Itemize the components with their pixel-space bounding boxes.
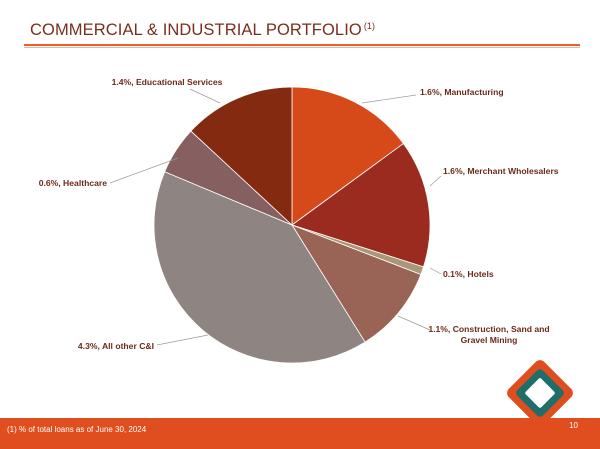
pie-chart: 1.6%, Manufacturing 1.6%, Merchant Wholes…	[39, 77, 559, 364]
page-title-text: COMMERCIAL & INDUSTRIAL PORTFOLIO	[30, 21, 362, 39]
pie-slice-educational-services	[190, 86, 293, 226]
leader-line-manufacturing	[361, 94, 417, 104]
leader-line-merchant-wholesalers	[429, 175, 442, 187]
data-label-manufacturing: 1.6%, Manufacturing	[420, 87, 504, 97]
data-label-healthcare: 0.6%, Healthcare	[39, 178, 108, 188]
page-number: 10	[569, 421, 578, 430]
data-label-merchant-wholesalers: 1.6%, Merchant Wholesalers	[443, 166, 559, 176]
title-footnote-marker: (1)	[363, 21, 376, 31]
leader-line-all-other-c-i	[156, 334, 209, 346]
title-underline	[24, 44, 580, 46]
footnote: (1) % of total loans as of June 30, 2024	[7, 425, 147, 434]
data-label-all-other-c-i: 4.3%, All other C&I	[78, 341, 154, 351]
logo-inner-diamond	[525, 378, 555, 408]
data-label-construction-sand-and-gravel-mining: 1.1%, Construction, Sand and Gravel Minin…	[428, 324, 549, 345]
pie-slice-manufacturing	[291, 86, 404, 226]
data-label-hotels: 0.1%, Hotels	[443, 269, 494, 279]
pie-slice-all-other-c-i	[153, 171, 366, 364]
leader-line-hotels	[429, 267, 442, 275]
pie-slice-construction-sand-and-gravel-mining	[291, 224, 422, 343]
title-underline-shadow	[24, 47, 580, 48]
leader-line-construction-sand-and-gravel-mining	[397, 315, 431, 331]
data-label-educational-services: 1.4%, Educational Services	[112, 77, 223, 87]
company-logo	[507, 360, 573, 426]
leader-line-healthcare	[109, 157, 179, 184]
page-title: COMMERCIAL & INDUSTRIAL PORTFOLIO (1)	[30, 21, 375, 40]
pie-slice-merchant-wholesalers	[291, 142, 431, 268]
leader-line-educational-services	[189, 88, 221, 104]
footer-bar: (1) % of total loans as of June 30, 2024…	[0, 418, 600, 449]
